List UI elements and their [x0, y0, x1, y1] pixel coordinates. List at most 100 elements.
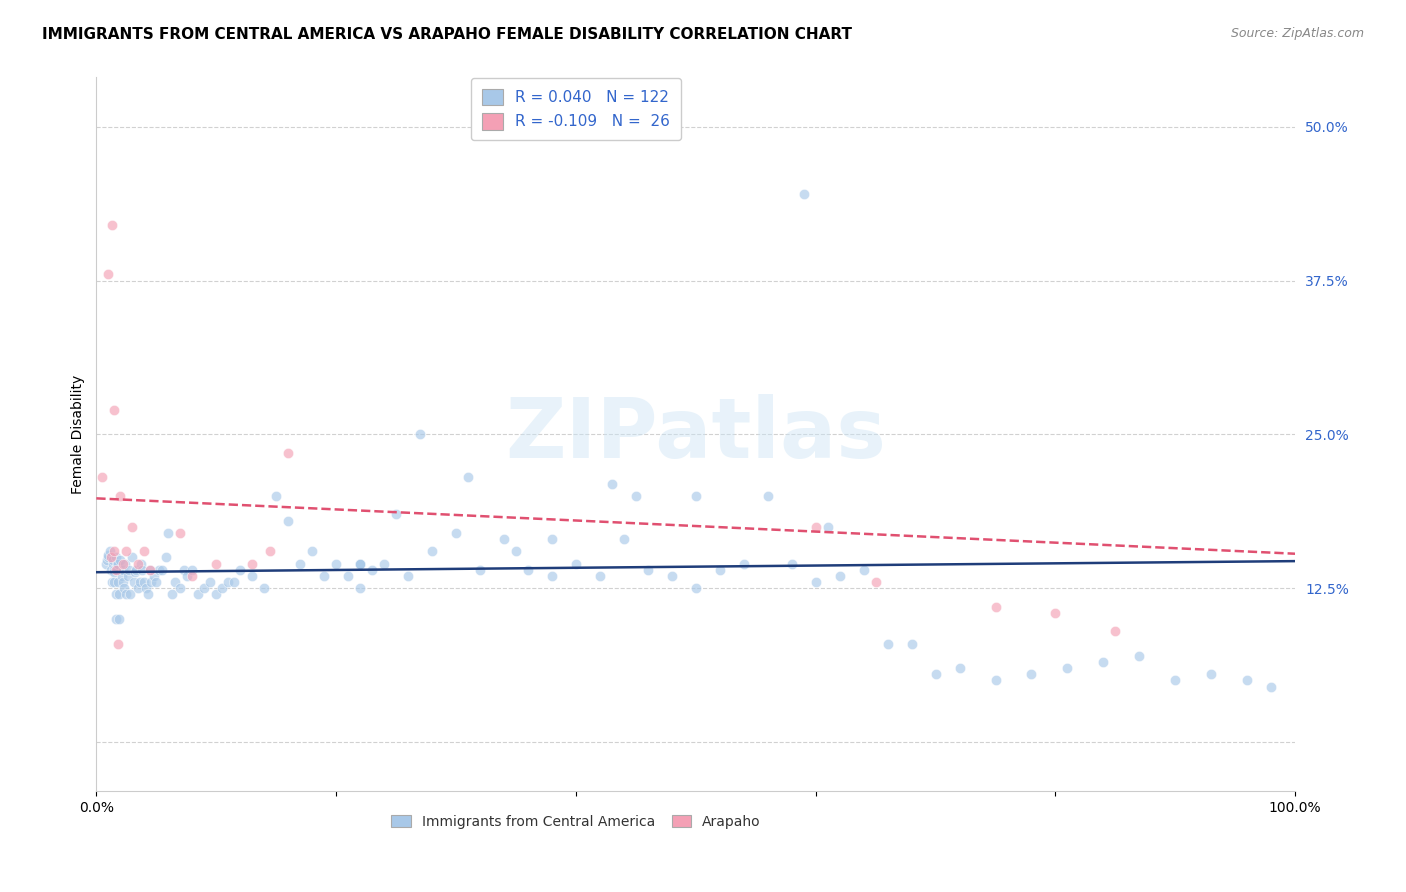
Point: [217, 575, 239, 590]
Point: [349, 557, 371, 571]
Point: [181, 569, 204, 583]
Point: [804, 575, 827, 590]
Point: [157, 525, 180, 540]
Point: [187, 587, 209, 601]
Point: [173, 563, 195, 577]
Point: [420, 544, 443, 558]
Point: [468, 563, 491, 577]
Point: [1128, 648, 1150, 663]
Point: [325, 557, 347, 571]
Point: [165, 575, 187, 590]
Point: [114, 557, 136, 571]
Point: [685, 581, 707, 595]
Point: [111, 557, 134, 571]
Point: [541, 569, 564, 583]
Point: [139, 563, 162, 577]
Point: [115, 587, 138, 601]
Point: [852, 563, 875, 577]
Point: [107, 557, 129, 571]
Point: [1092, 655, 1115, 669]
Point: [277, 446, 299, 460]
Point: [142, 569, 165, 583]
Point: [361, 563, 384, 577]
Point: [127, 581, 149, 595]
Point: [337, 569, 360, 583]
Point: [100, 550, 122, 565]
Point: [457, 470, 479, 484]
Point: [128, 575, 150, 590]
Point: [301, 544, 323, 558]
Point: [125, 563, 148, 577]
Point: [94, 557, 117, 571]
Point: [685, 489, 707, 503]
Point: [148, 563, 170, 577]
Point: [104, 563, 127, 577]
Point: [253, 581, 276, 595]
Point: [1104, 624, 1126, 639]
Point: [205, 587, 228, 601]
Point: [1164, 673, 1187, 688]
Point: [193, 581, 215, 595]
Point: [924, 667, 946, 681]
Point: [637, 563, 659, 577]
Point: [589, 569, 612, 583]
Point: [104, 612, 127, 626]
Point: [264, 489, 287, 503]
Point: [444, 525, 467, 540]
Point: [259, 544, 281, 558]
Point: [709, 563, 731, 577]
Point: [160, 587, 183, 601]
Point: [492, 532, 515, 546]
Legend: Immigrants from Central America, Arapaho: Immigrants from Central America, Arapaho: [385, 809, 766, 834]
Point: [200, 575, 222, 590]
Point: [91, 470, 114, 484]
Point: [409, 427, 432, 442]
Point: [900, 636, 922, 650]
Point: [229, 563, 252, 577]
Point: [288, 557, 311, 571]
Point: [793, 187, 815, 202]
Point: [984, 673, 1007, 688]
Point: [139, 563, 162, 577]
Point: [155, 550, 177, 565]
Point: [103, 544, 125, 558]
Point: [112, 581, 135, 595]
Point: [103, 565, 125, 579]
Point: [110, 553, 132, 567]
Point: [169, 525, 191, 540]
Text: IMMIGRANTS FROM CENTRAL AMERICA VS ARAPAHO FEMALE DISABILITY CORRELATION CHART: IMMIGRANTS FROM CENTRAL AMERICA VS ARAPA…: [42, 27, 852, 42]
Point: [127, 557, 149, 571]
Point: [385, 508, 408, 522]
Point: [134, 544, 156, 558]
Point: [780, 557, 803, 571]
Point: [108, 612, 131, 626]
Point: [396, 569, 419, 583]
Point: [865, 575, 887, 590]
Point: [145, 575, 167, 590]
Point: [1201, 667, 1223, 681]
Point: [115, 544, 138, 558]
Point: [129, 557, 152, 571]
Point: [124, 565, 146, 579]
Point: [110, 489, 132, 503]
Point: [101, 553, 124, 567]
Point: [105, 557, 128, 571]
Point: [111, 563, 134, 577]
Point: [516, 563, 538, 577]
Point: [224, 575, 246, 590]
Point: [103, 402, 125, 417]
Point: [101, 557, 124, 571]
Point: [624, 489, 647, 503]
Point: [1236, 673, 1258, 688]
Point: [97, 268, 120, 282]
Point: [1260, 680, 1282, 694]
Point: [176, 569, 198, 583]
Point: [277, 514, 299, 528]
Point: [121, 550, 143, 565]
Point: [122, 575, 145, 590]
Point: [101, 218, 124, 232]
Point: [1045, 606, 1067, 620]
Point: [97, 550, 120, 565]
Point: [105, 563, 128, 577]
Point: [349, 557, 371, 571]
